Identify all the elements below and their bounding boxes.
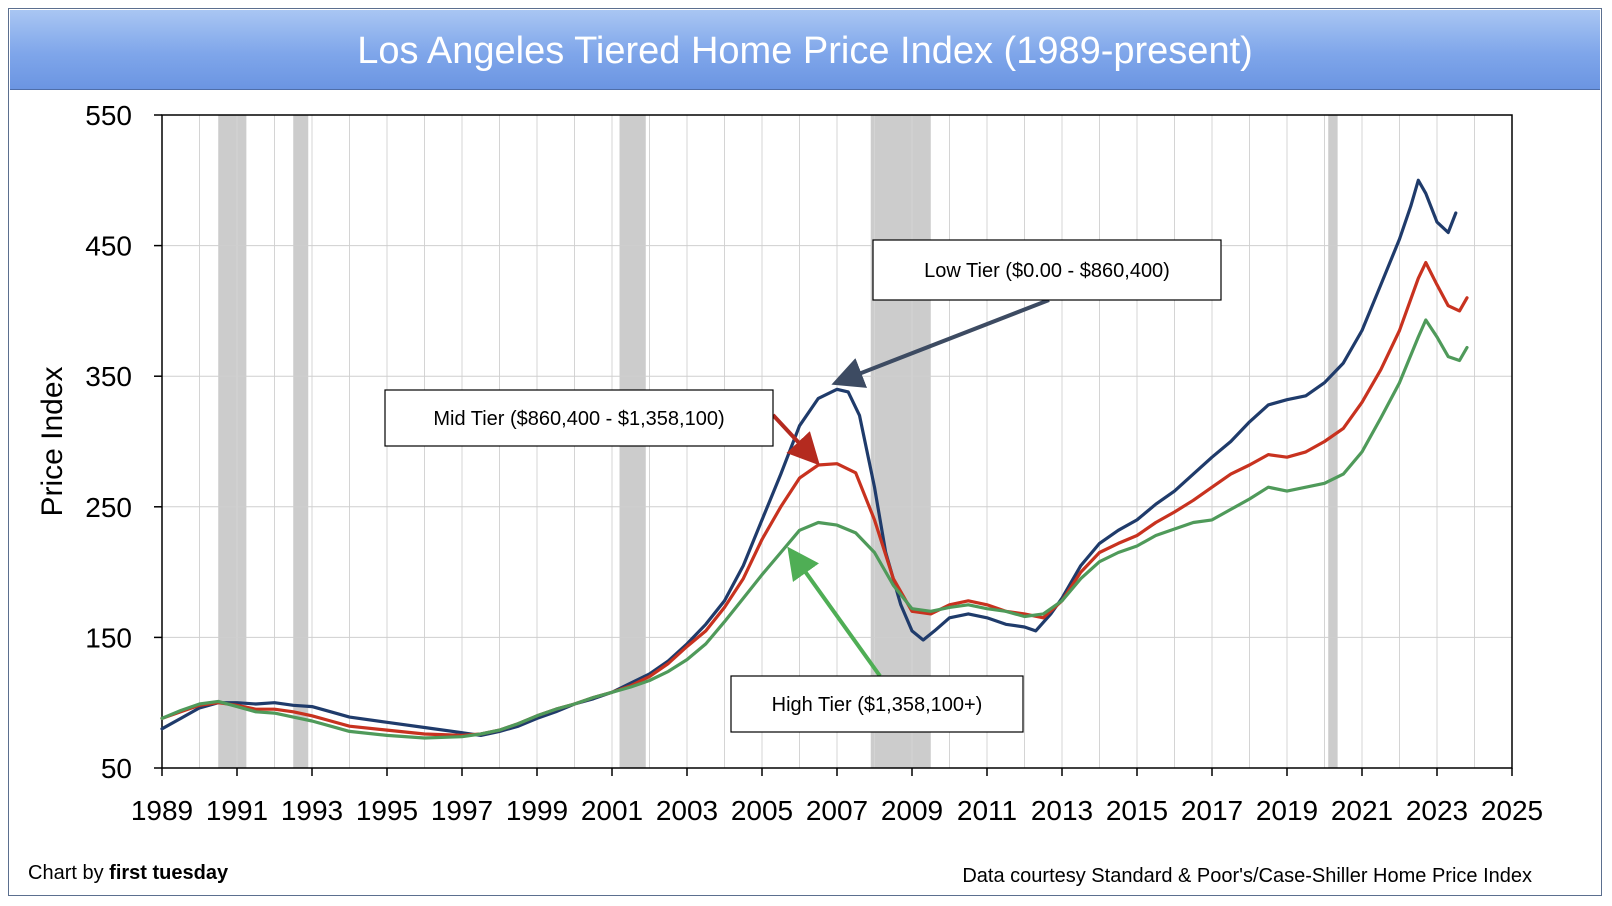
x-tick-label: 2023 [1406, 795, 1468, 826]
annotation-arrow-2 [787, 546, 882, 678]
y-tick-label: 250 [85, 492, 132, 523]
y-tick-label: 550 [85, 100, 132, 131]
series-line-mid-tier [160, 261, 1469, 737]
x-tick-label: 2019 [1256, 795, 1318, 826]
annotation-box [730, 675, 1024, 733]
series-line-high-tier [160, 318, 1469, 740]
x-tick-label: 1999 [506, 795, 568, 826]
annotation-box [872, 239, 1222, 301]
x-tick-label: 2009 [881, 795, 943, 826]
x-tick-label: 2025 [1481, 795, 1543, 826]
x-tick-label: 2011 [957, 795, 1017, 826]
data-source: Data courtesy Standard & Poor's/Case-Shi… [962, 865, 1532, 887]
series-lines [160, 178, 1469, 740]
recession-band [293, 115, 309, 768]
series-line-low-tier [160, 178, 1458, 737]
credit-brand: first tuesday [109, 862, 229, 884]
annotation-label: High Tier ($1,358,100+) [772, 694, 983, 716]
annotation-arrow-0 [831, 298, 1050, 388]
axis-ticks: 1989 1991 1993 1995 1997 1999 2001 2003 2005 2007… [85, 100, 1543, 826]
x-tick-label: 2021 [1331, 795, 1393, 826]
annotation-label: Mid Tier ($860,400 - $1,358,100) [433, 408, 724, 430]
y-tick-label: 150 [85, 622, 132, 653]
recession-band [1328, 115, 1338, 768]
recession-band [870, 115, 931, 768]
x-tick-label: 1993 [281, 795, 343, 826]
x-tick-label: 1997 [431, 795, 493, 826]
chart-title: Los Angeles Tiered Home Price Index (198… [357, 30, 1253, 72]
x-tick-label: 1989 [131, 795, 193, 826]
annotations: Low Tier ($0.00 - $860,400) Mid Tier ($86… [384, 239, 1222, 733]
y-axis-label: Price Index [36, 366, 69, 516]
title-bar: Los Angeles Tiered Home Price Index (198… [10, 10, 1600, 90]
recession-band [218, 115, 247, 768]
x-tick-label: 2001 [581, 795, 643, 826]
x-tick-label: 2013 [1031, 795, 1093, 826]
annotation-box [384, 389, 774, 447]
y-tick-label: 50 [101, 753, 132, 784]
annotation-arrow-1 [771, 413, 820, 466]
x-tick-label: 2017 [1181, 795, 1243, 826]
x-tick-label: 1995 [356, 795, 418, 826]
x-tick-label: 1991 [206, 795, 268, 826]
credit-prefix: Chart by [28, 862, 110, 884]
chart-credit: Chart by first tuesday [28, 862, 228, 885]
recession-bands [218, 115, 1338, 768]
x-tick-label: 2005 [731, 795, 793, 826]
grid [161, 114, 1513, 769]
x-tick-label: 2003 [656, 795, 718, 826]
x-tick-label: 2007 [806, 795, 868, 826]
annotation-label: Low Tier ($0.00 - $860,400) [924, 260, 1170, 282]
y-tick-label: 350 [85, 361, 132, 392]
y-tick-label: 450 [85, 231, 132, 262]
x-tick-label: 2015 [1106, 795, 1168, 826]
